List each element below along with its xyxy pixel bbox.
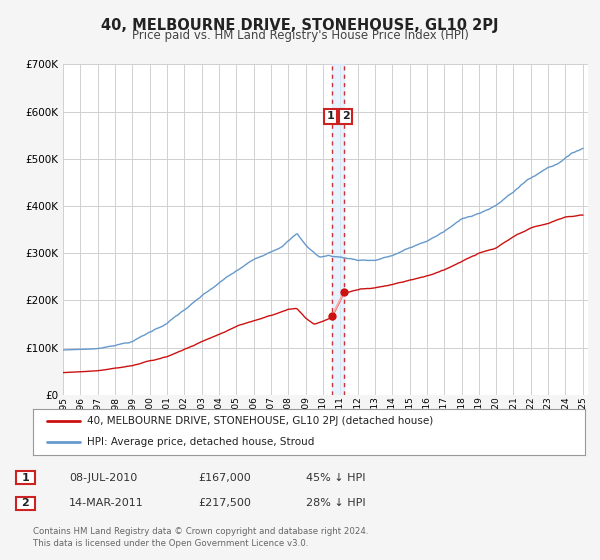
Text: 14-MAR-2011: 14-MAR-2011	[69, 498, 144, 508]
Text: £167,000: £167,000	[198, 473, 251, 483]
Text: 2: 2	[22, 498, 29, 508]
Text: Price paid vs. HM Land Registry's House Price Index (HPI): Price paid vs. HM Land Registry's House …	[131, 29, 469, 42]
Text: 28% ↓ HPI: 28% ↓ HPI	[306, 498, 365, 508]
Text: 1: 1	[22, 473, 29, 483]
Text: 08-JUL-2010: 08-JUL-2010	[69, 473, 137, 483]
Text: 40, MELBOURNE DRIVE, STONEHOUSE, GL10 2PJ (detached house): 40, MELBOURNE DRIVE, STONEHOUSE, GL10 2P…	[87, 416, 433, 426]
Text: £217,500: £217,500	[198, 498, 251, 508]
Text: 1: 1	[326, 111, 334, 122]
Text: 40, MELBOURNE DRIVE, STONEHOUSE, GL10 2PJ: 40, MELBOURNE DRIVE, STONEHOUSE, GL10 2P…	[101, 18, 499, 33]
Text: 45% ↓ HPI: 45% ↓ HPI	[306, 473, 365, 483]
Text: 2: 2	[342, 111, 349, 122]
Text: Contains HM Land Registry data © Crown copyright and database right 2024.: Contains HM Land Registry data © Crown c…	[33, 528, 368, 536]
Text: HPI: Average price, detached house, Stroud: HPI: Average price, detached house, Stro…	[87, 437, 314, 447]
Text: This data is licensed under the Open Government Licence v3.0.: This data is licensed under the Open Gov…	[33, 539, 308, 548]
Bar	[332, 64, 344, 395]
